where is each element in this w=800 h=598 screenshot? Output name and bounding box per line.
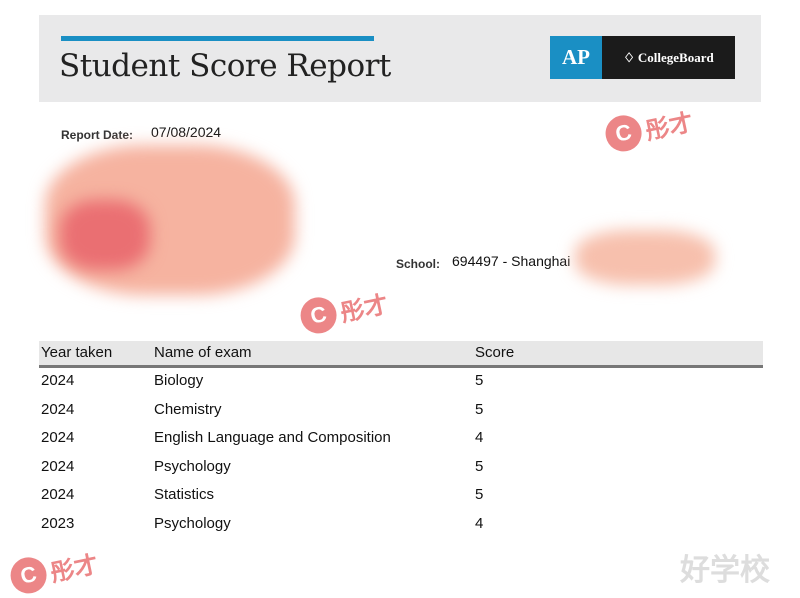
row-exam: Biology	[154, 372, 204, 389]
report-date-label: Report Date:	[61, 128, 134, 142]
row-year: 2024	[41, 372, 75, 389]
watermark-text: 彤才	[642, 108, 696, 145]
row-score: 5	[475, 486, 484, 504]
row-year: 2024	[41, 400, 75, 418]
header-exam: Name of exam	[154, 344, 252, 361]
table-header	[39, 341, 763, 368]
row-exam: Statistics	[154, 486, 215, 504]
watermark-icon: C	[297, 294, 340, 337]
report-date: 07/08/2024	[151, 124, 222, 140]
watermark-text: 彤才	[47, 550, 101, 587]
watermark-logo: C 彤才	[7, 543, 101, 597]
row-score: 5	[475, 372, 484, 389]
row-year: 2024	[41, 457, 75, 475]
row-year: 2024	[41, 486, 75, 504]
site-watermark: 好学校	[680, 554, 770, 587]
school-value: 694497 - Shanghai	[452, 253, 571, 269]
row-exam: English Language and Composition	[154, 429, 391, 447]
report-header: Student Score Report AP ♢ CollegeBoard	[39, 15, 761, 102]
row-exam: Psychology	[154, 457, 231, 475]
redaction-blur	[60, 200, 150, 270]
watermark-logo: C 彤才	[297, 283, 391, 337]
ap-collegeboard-logo: AP ♢ CollegeBoard	[550, 36, 735, 79]
row-score: 4	[475, 515, 484, 532]
redaction-blur	[575, 230, 715, 285]
row-exam: Chemistry	[154, 400, 222, 418]
ap-logo: AP	[550, 36, 602, 79]
header-year: Year taken	[41, 344, 113, 361]
row-score: 5	[475, 400, 484, 418]
row-score: 5	[475, 457, 484, 475]
watermark-icon: C	[7, 554, 50, 597]
row-year: 2024	[41, 429, 75, 447]
row-score: 4	[475, 429, 484, 447]
page-title: Student Score Report	[59, 48, 391, 84]
row-exam: Psychology	[154, 515, 231, 532]
collegeboard-logo: ♢ CollegeBoard	[602, 36, 735, 79]
header-score: Score	[475, 344, 515, 361]
accent-bar	[61, 36, 374, 41]
school-label: School:	[396, 257, 440, 271]
row-year: 2023	[41, 515, 75, 532]
collegeboard-text: CollegeBoard	[637, 49, 714, 65]
watermark-logo: C 彤才	[602, 101, 696, 155]
watermark-icon: C	[602, 112, 645, 155]
acorn-icon: ♢	[623, 49, 635, 65]
watermark-text: 彤才	[337, 290, 391, 327]
